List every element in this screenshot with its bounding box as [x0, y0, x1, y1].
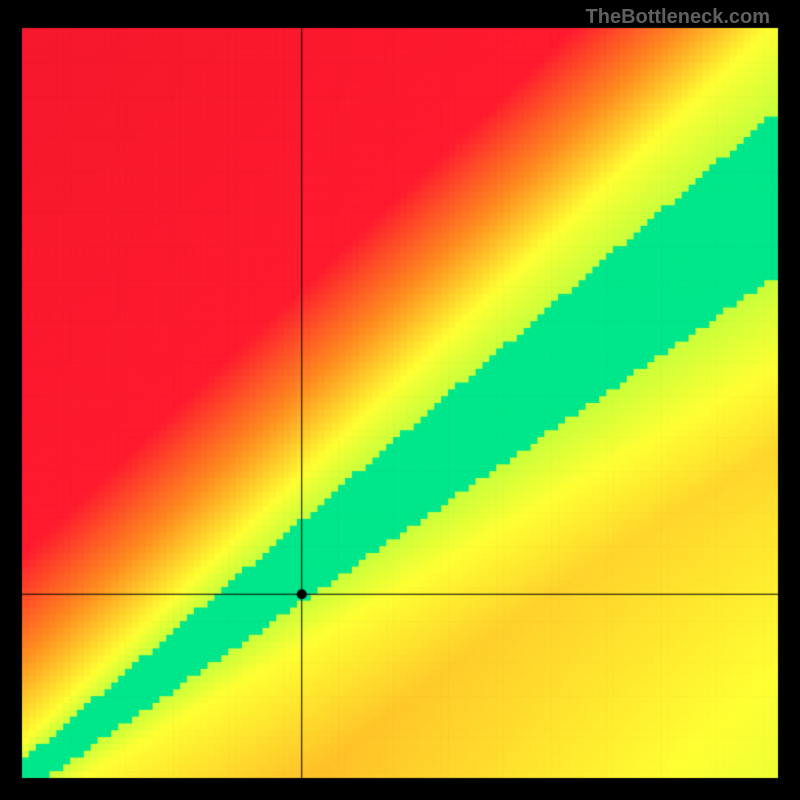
- bottleneck-heatmap-canvas: [0, 0, 800, 800]
- watermark-label: TheBottleneck.com: [586, 6, 770, 29]
- chart-container: TheBottleneck.com: [0, 0, 800, 800]
